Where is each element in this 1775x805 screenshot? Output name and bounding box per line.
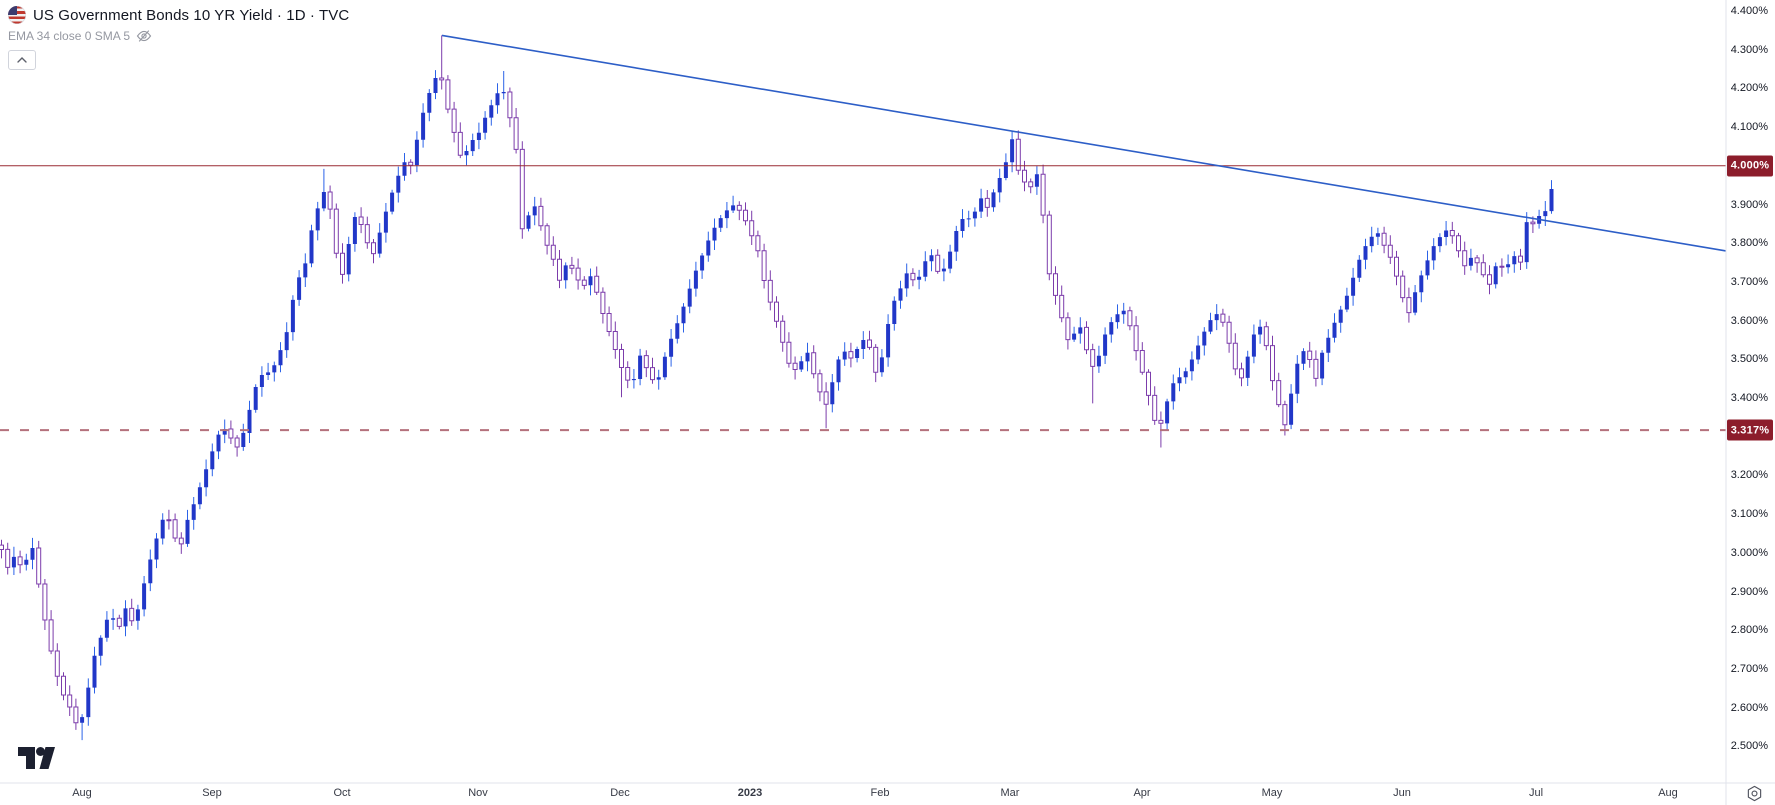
- chart-legend: US Government Bonds 10 YR Yield · 1D · T…: [8, 5, 349, 70]
- time-scale[interactable]: Aug Sep Oct Nov Dec 2023 Feb Mar Apr May Jun Jul Aug: [0, 783, 1726, 805]
- price-axis-label: 3.000%: [1730, 546, 1768, 559]
- time-axis-label: Dec: [610, 787, 630, 799]
- descending-trendline[interactable]: [441, 34, 1727, 252]
- price-scale[interactable]: 4.400% 4.300% 4.200% 4.100% 4.000% 3.900% 3.80…: [1726, 0, 1775, 783]
- price-axis-label: 3.900%: [1730, 198, 1768, 211]
- up-candle-bodies: [11, 78, 1554, 723]
- us-flag-icon: [8, 6, 26, 24]
- level-price-tag[interactable]: 4.000%: [1727, 155, 1773, 177]
- price-axis-label: 3.100%: [1730, 508, 1768, 521]
- time-axis-label: Apr: [1133, 787, 1151, 799]
- symbol-title-row[interactable]: US Government Bonds 10 YR Yield · 1D · T…: [8, 5, 349, 25]
- indicator-row[interactable]: EMA 34 close 0 SMA 5: [8, 28, 349, 44]
- time-axis-label: Jul: [1528, 787, 1544, 799]
- time-axis-label: 2023: [737, 787, 763, 799]
- level-price-tag[interactable]: 3.317%: [1727, 419, 1773, 441]
- time-axis-label: Sep: [202, 787, 222, 799]
- tradingview-logo[interactable]: [18, 747, 56, 772]
- chevron-up-icon: [17, 57, 27, 63]
- time-axis-label: May: [1261, 787, 1283, 799]
- candlestick-series: [0, 35, 1554, 741]
- eye-slash-icon[interactable]: [136, 28, 152, 44]
- price-axis-label: 4.100%: [1730, 121, 1768, 134]
- down-candle-wicks: [1, 35, 1534, 730]
- symbol-title[interactable]: US Government Bonds 10 YR Yield · 1D · T…: [33, 6, 350, 24]
- timezone-settings-button[interactable]: [1744, 784, 1764, 802]
- price-axis-label: 3.600%: [1730, 314, 1768, 327]
- time-axis-label: Jun: [1393, 787, 1411, 799]
- price-axis-label: 4.400%: [1730, 5, 1768, 17]
- down-candle-bodies: [0, 77, 1536, 724]
- price-axis-label: 3.700%: [1730, 275, 1768, 288]
- price-axis-label: 2.900%: [1730, 585, 1768, 598]
- price-axis-label: 4.300%: [1730, 43, 1768, 56]
- price-axis-label: 4.200%: [1730, 82, 1768, 95]
- price-axis-label: 3.400%: [1730, 392, 1768, 404]
- price-axis-label: 3.200%: [1730, 469, 1768, 482]
- price-axis-label: 2.600%: [1730, 701, 1768, 714]
- price-axis-label: 2.800%: [1730, 624, 1768, 637]
- gear-icon: [1747, 785, 1761, 801]
- time-axis-label: Mar: [1000, 787, 1020, 799]
- collapse-legend-button[interactable]: [8, 50, 36, 70]
- price-axis-label: 3.500%: [1730, 353, 1768, 366]
- time-axis-label: Aug: [72, 787, 92, 799]
- time-axis-label: Aug: [1658, 787, 1678, 799]
- time-axis-label: Feb: [870, 787, 890, 799]
- indicator-label[interactable]: EMA 34 close 0 SMA 5: [8, 29, 131, 43]
- price-axis-label: 2.700%: [1730, 662, 1768, 675]
- up-candle-wicks: [13, 70, 1552, 741]
- time-axis-label: Oct: [333, 787, 351, 799]
- price-axis-label: 2.500%: [1730, 740, 1768, 753]
- price-axis-label: 3.800%: [1730, 237, 1768, 250]
- time-axis-label: Nov: [468, 787, 488, 799]
